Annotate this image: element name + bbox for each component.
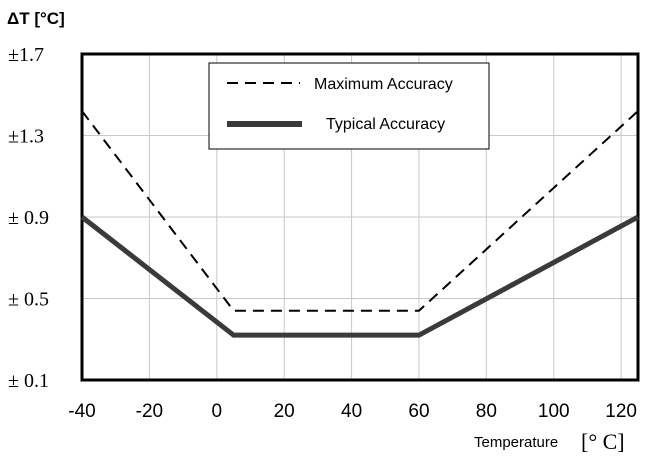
y-tick-label: ±1.7: [8, 44, 44, 66]
x-tick-label: 40: [341, 401, 362, 422]
series-line-typical-accuracy: [80, 214, 640, 338]
x-axis-label: Temperature: [474, 434, 558, 451]
series-layer: [80, 110, 640, 338]
legend: Maximum Accuracy Typical Accuracy: [208, 62, 490, 150]
x-tick-label: 20: [274, 401, 295, 422]
y-axis-label: ΔT [°C]: [7, 9, 65, 28]
legend-label-typical: Typical Accuracy: [326, 116, 445, 133]
y-tick-label: ± 0.9: [8, 207, 49, 229]
y-tick-label: ± 0.1: [8, 370, 49, 392]
x-axis-unit: [° C]: [581, 429, 625, 454]
x-tick-label: 0: [211, 401, 222, 422]
x-tick-label: 120: [605, 401, 637, 422]
x-tick-label: 60: [408, 401, 429, 422]
y-tick-label: ±1.3: [8, 126, 44, 148]
series-line-maximum-accuracy: [81, 110, 639, 312]
y-tick-labels: ± 0.1 ± 0.5 ± 0.9 ±1.3 ±1.7: [8, 44, 49, 392]
x-tick-label: -20: [136, 401, 163, 422]
y-tick-label: ± 0.5: [8, 289, 49, 311]
legend-box: [208, 62, 490, 150]
x-tick-labels: -40 -20 0 20 40 60 80 100 120: [68, 401, 637, 422]
x-tick-label: -40: [68, 401, 95, 422]
x-tick-label: 80: [476, 401, 497, 422]
x-tick-label: 100: [538, 401, 570, 422]
legend-label-maximum: Maximum Accuracy: [314, 76, 453, 93]
